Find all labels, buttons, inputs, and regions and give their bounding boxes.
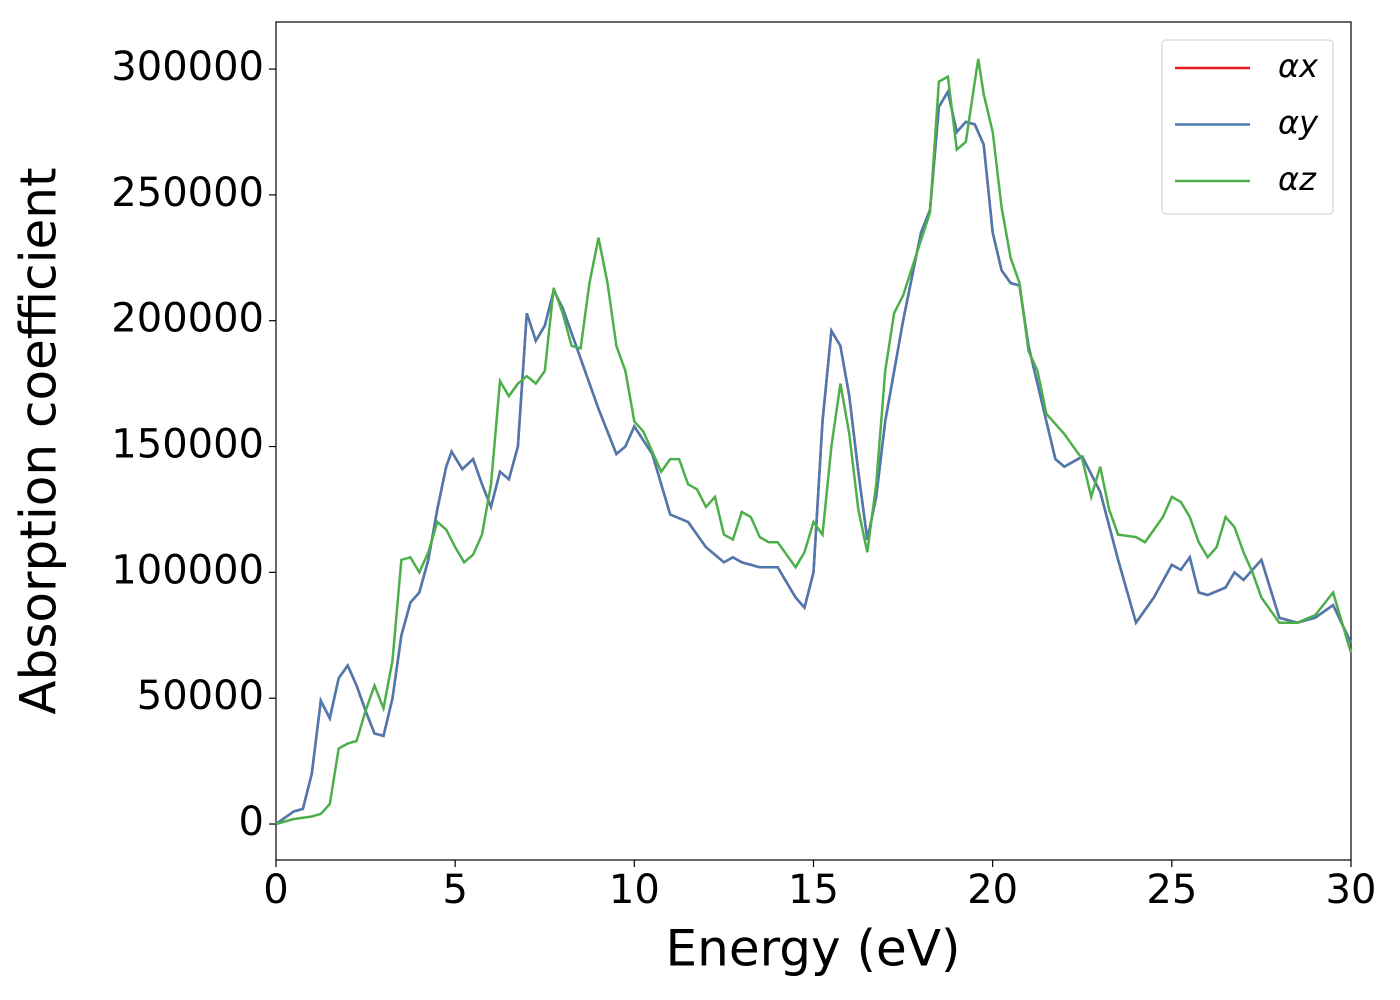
x-axis-label: Energy (eV) bbox=[666, 920, 961, 978]
data-line bbox=[275, 58, 1353, 826]
y-tick-label: 50000 bbox=[137, 673, 264, 719]
x-tick-label: 30 bbox=[1326, 867, 1377, 913]
data-line bbox=[275, 88, 1353, 826]
y-tick-label: 300000 bbox=[111, 44, 264, 90]
x-tick-label: 10 bbox=[609, 867, 660, 913]
y-axis-label: Absorption coefficient bbox=[10, 167, 68, 714]
y-tick-label: 150000 bbox=[111, 422, 264, 468]
x-tick-label: 20 bbox=[967, 867, 1018, 913]
x-tick-label: 0 bbox=[263, 867, 288, 913]
y-tick-label: 250000 bbox=[111, 170, 264, 216]
y-tick-label: 100000 bbox=[111, 547, 264, 593]
x-tick-label: 15 bbox=[788, 867, 839, 913]
legend-label: αz bbox=[1278, 160, 1317, 198]
legend-label: αx bbox=[1278, 47, 1319, 85]
x-tick-label: 25 bbox=[1146, 867, 1197, 913]
x-tick-label: 5 bbox=[442, 867, 467, 913]
y-tick-label: 0 bbox=[239, 799, 264, 845]
legend-box bbox=[1161, 39, 1334, 215]
y-tick-label: 200000 bbox=[111, 296, 264, 342]
legend-label: αy bbox=[1278, 104, 1319, 142]
